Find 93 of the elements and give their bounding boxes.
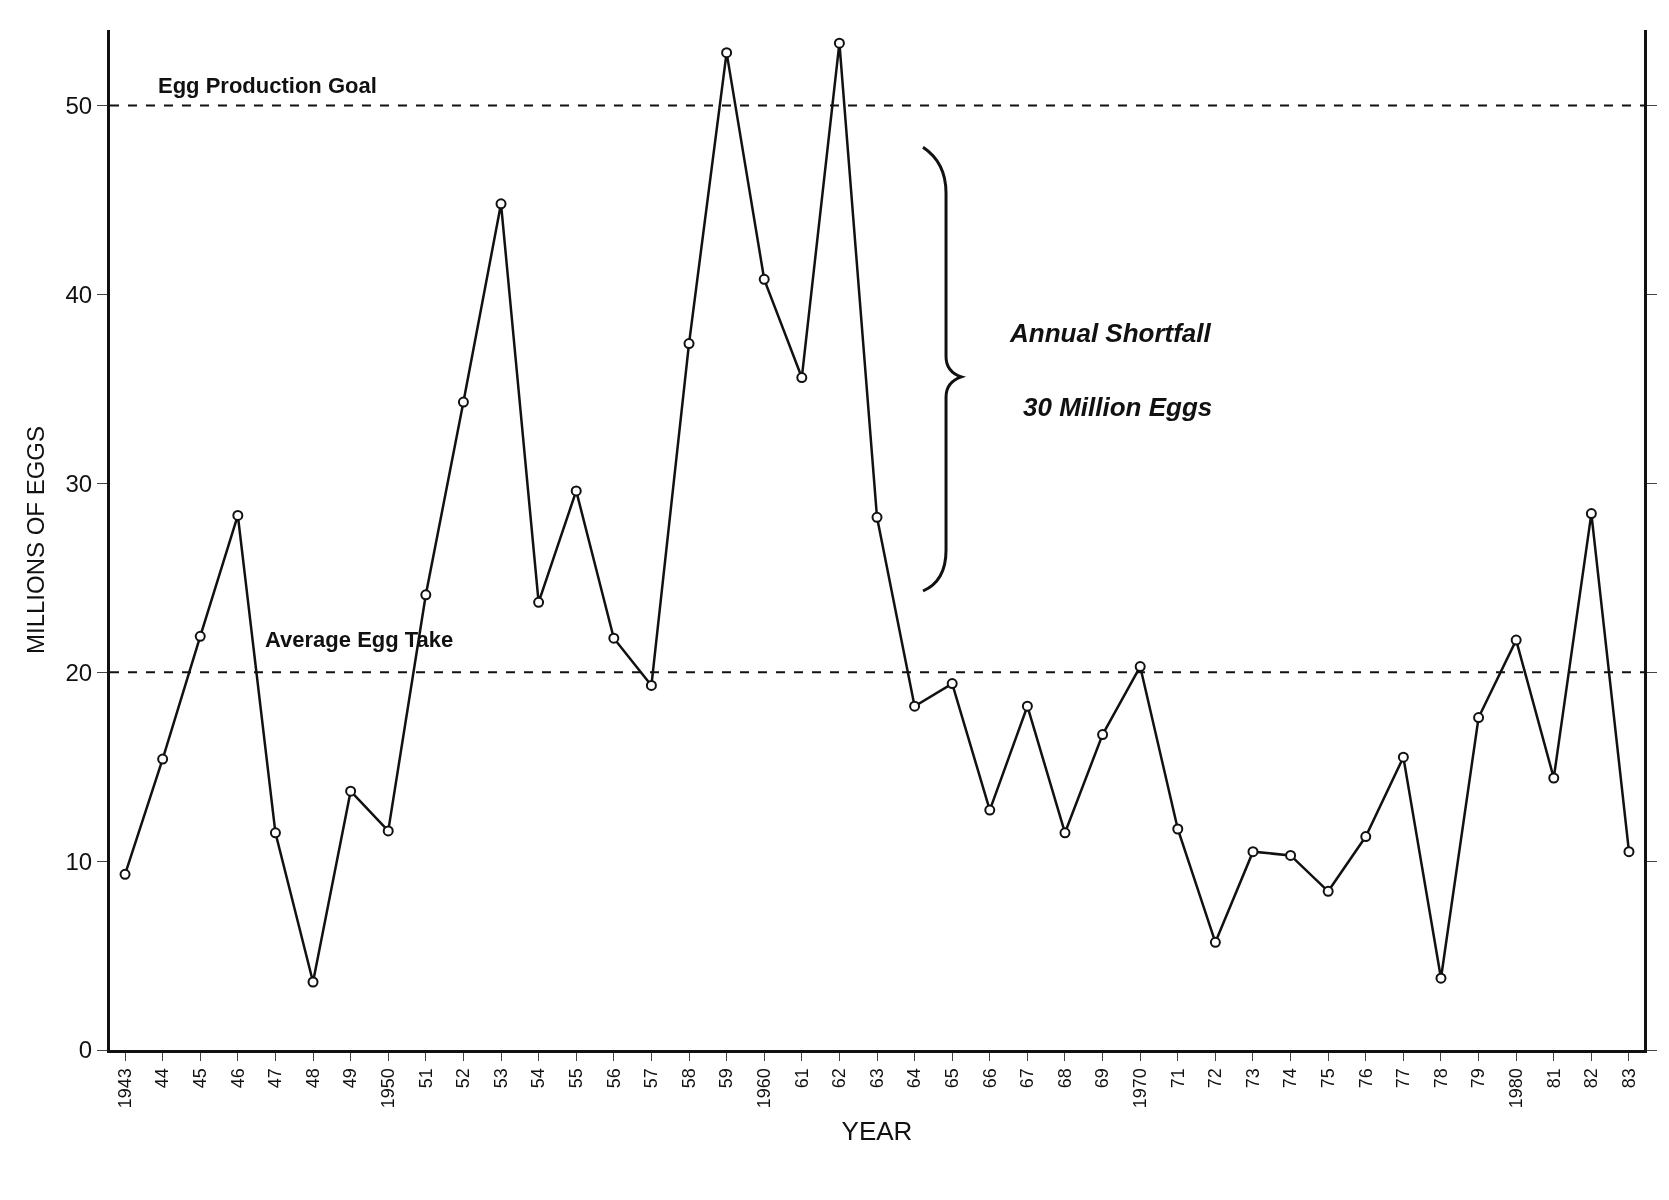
x-tick-label: 82 bbox=[1581, 1068, 1602, 1089]
x-tick-label: 65 bbox=[942, 1068, 963, 1089]
x-tick-label: 67 bbox=[1017, 1068, 1038, 1089]
x-tick-label: 48 bbox=[302, 1068, 323, 1089]
y-tick-label: 50 bbox=[65, 91, 93, 119]
x-tick-label: 75 bbox=[1318, 1068, 1339, 1089]
point bbox=[984, 804, 996, 816]
point bbox=[345, 785, 357, 797]
x-tick-label: 77 bbox=[1393, 1068, 1414, 1089]
point bbox=[1360, 831, 1372, 843]
point bbox=[533, 596, 545, 608]
x-tick-label: 1943 bbox=[114, 1068, 135, 1109]
ref-line-label: Egg Production Goal bbox=[158, 73, 377, 98]
x-tick-label: 73 bbox=[1242, 1068, 1263, 1089]
x-tick-label: 46 bbox=[227, 1068, 248, 1089]
point bbox=[1247, 846, 1259, 858]
x-tick-label: 61 bbox=[791, 1068, 812, 1089]
x-tick-label: 1960 bbox=[754, 1068, 775, 1109]
annotation: Annual Shortfall bbox=[1009, 318, 1212, 348]
point bbox=[946, 678, 958, 690]
point bbox=[157, 753, 169, 765]
x-tick-label: 47 bbox=[265, 1068, 286, 1089]
point bbox=[1510, 634, 1522, 646]
x-tick-label: 1950 bbox=[378, 1068, 399, 1109]
point bbox=[232, 509, 244, 521]
x-tick-label: 44 bbox=[152, 1068, 173, 1089]
x-tick-label: 83 bbox=[1618, 1068, 1639, 1089]
x-tick-label: 45 bbox=[190, 1068, 211, 1089]
point bbox=[909, 700, 921, 712]
point bbox=[871, 511, 883, 523]
point bbox=[194, 630, 206, 642]
x-tick-label: 59 bbox=[716, 1068, 737, 1089]
y-tick-label: 40 bbox=[65, 280, 93, 308]
x-tick-label: 51 bbox=[415, 1068, 436, 1089]
x-tick-label: 74 bbox=[1280, 1068, 1301, 1089]
y-tick-label: 30 bbox=[65, 469, 93, 497]
x-tick-label: 71 bbox=[1167, 1068, 1188, 1089]
x-tick-label: 69 bbox=[1092, 1068, 1113, 1089]
point bbox=[495, 198, 507, 210]
point bbox=[645, 679, 657, 691]
y-tick-label: 20 bbox=[65, 658, 93, 686]
x-tick-label: 1970 bbox=[1130, 1068, 1151, 1109]
point bbox=[1059, 827, 1071, 839]
point bbox=[269, 827, 281, 839]
y-axis-title: MILLIONS OF EGGS bbox=[21, 425, 49, 655]
point bbox=[1435, 972, 1447, 984]
point bbox=[382, 825, 394, 837]
x-tick-label: 63 bbox=[866, 1068, 887, 1089]
point bbox=[1623, 846, 1635, 858]
point bbox=[1585, 508, 1597, 520]
point bbox=[608, 632, 620, 644]
point bbox=[1209, 936, 1221, 948]
x-tick-label: 53 bbox=[490, 1068, 511, 1089]
point bbox=[457, 396, 469, 408]
point bbox=[307, 976, 319, 988]
point bbox=[119, 868, 131, 880]
point bbox=[721, 47, 733, 59]
x-tick-label: 72 bbox=[1205, 1068, 1226, 1089]
x-tick-label: 57 bbox=[641, 1068, 662, 1089]
point bbox=[1021, 700, 1033, 712]
annotation: 30 Million Eggs bbox=[1023, 392, 1213, 422]
point bbox=[796, 372, 808, 384]
x-axis-title: YEAR bbox=[841, 1115, 913, 1146]
point bbox=[833, 37, 845, 49]
point bbox=[1548, 772, 1560, 784]
x-tick-label: 56 bbox=[603, 1068, 624, 1089]
x-tick-label: 81 bbox=[1543, 1068, 1564, 1089]
x-tick-label: 66 bbox=[979, 1068, 1000, 1089]
point bbox=[1397, 751, 1409, 763]
point bbox=[1134, 661, 1146, 673]
x-tick-label: 49 bbox=[340, 1068, 361, 1089]
x-tick-label: 62 bbox=[829, 1068, 850, 1089]
x-tick-label: 76 bbox=[1355, 1068, 1376, 1089]
y-tick-label: 10 bbox=[65, 847, 93, 875]
y-tick-label: 0 bbox=[78, 1036, 93, 1064]
x-tick-label: 58 bbox=[678, 1068, 699, 1089]
point bbox=[420, 589, 432, 601]
point bbox=[683, 338, 695, 350]
x-tick-label: 64 bbox=[904, 1068, 925, 1089]
x-tick-label: 55 bbox=[566, 1068, 587, 1089]
x-tick-label: 79 bbox=[1468, 1068, 1489, 1089]
point bbox=[1172, 823, 1184, 835]
x-tick-label: 52 bbox=[453, 1068, 474, 1089]
point bbox=[1285, 849, 1297, 861]
point bbox=[570, 485, 582, 497]
x-tick-label: 54 bbox=[528, 1068, 549, 1089]
point bbox=[758, 273, 770, 285]
point bbox=[1473, 712, 1485, 724]
x-tick-label: 68 bbox=[1054, 1068, 1075, 1089]
point bbox=[1322, 885, 1334, 897]
point bbox=[1097, 729, 1109, 741]
x-tick-label: 1980 bbox=[1506, 1068, 1527, 1109]
x-tick-label: 78 bbox=[1430, 1068, 1451, 1089]
